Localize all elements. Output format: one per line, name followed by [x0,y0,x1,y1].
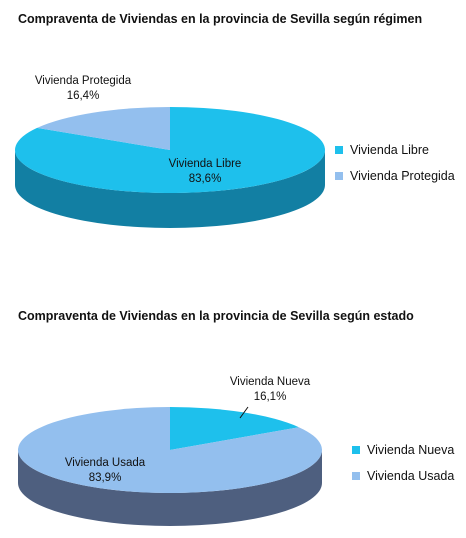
chart-title: Compraventa de Viviendas en la provincia… [18,309,414,323]
slice-label: Vivienda Protegida 16,4% [35,75,132,102]
legend-label: Vivienda Libre [350,143,429,157]
legend-label: Vivienda Nueva [367,443,455,457]
pie-slice [18,407,322,493]
legend-label: Vivienda Protegida [350,169,455,183]
legend-swatch [335,172,343,180]
legend: Vivienda Nueva Vivienda Usada [352,443,454,495]
legend-swatch [352,472,360,480]
legend-item: Vivienda Libre [335,143,455,157]
legend-swatch [335,146,343,154]
pie-chart: Vivienda Libre 83,6% Vivienda Protegida 16,… [15,75,325,228]
chart-estado: Compraventa de Viviendas en la provincia… [0,300,466,538]
chart-regimen: Compraventa de Viviendas en la provincia… [15,12,455,228]
chart-title: Compraventa de Viviendas en la provincia… [18,12,423,26]
slice-label: Vivienda Nueva 16,1% [230,376,311,403]
legend-swatch [352,446,360,454]
legend-label: Vivienda Usada [367,469,455,483]
slice-label: Vivienda Usada 83,9% [65,457,146,484]
legend-item: Vivienda Protegida [335,169,455,183]
pie-slice-side [18,450,322,526]
legend-item: Vivienda Nueva [352,443,454,457]
pie-slice [37,107,170,150]
legend: Vivienda Libre Vivienda Protegida [335,143,455,195]
slice-label: Vivienda Libre 83,6% [169,158,242,185]
pie-slice [170,407,299,450]
pie-chart: Vivienda Nueva 16,1% Vivienda Usada 83,9% [18,376,322,526]
label-leader-line [239,406,249,419]
legend-item: Vivienda Usada [352,469,454,483]
pie-slice-side [15,150,325,228]
